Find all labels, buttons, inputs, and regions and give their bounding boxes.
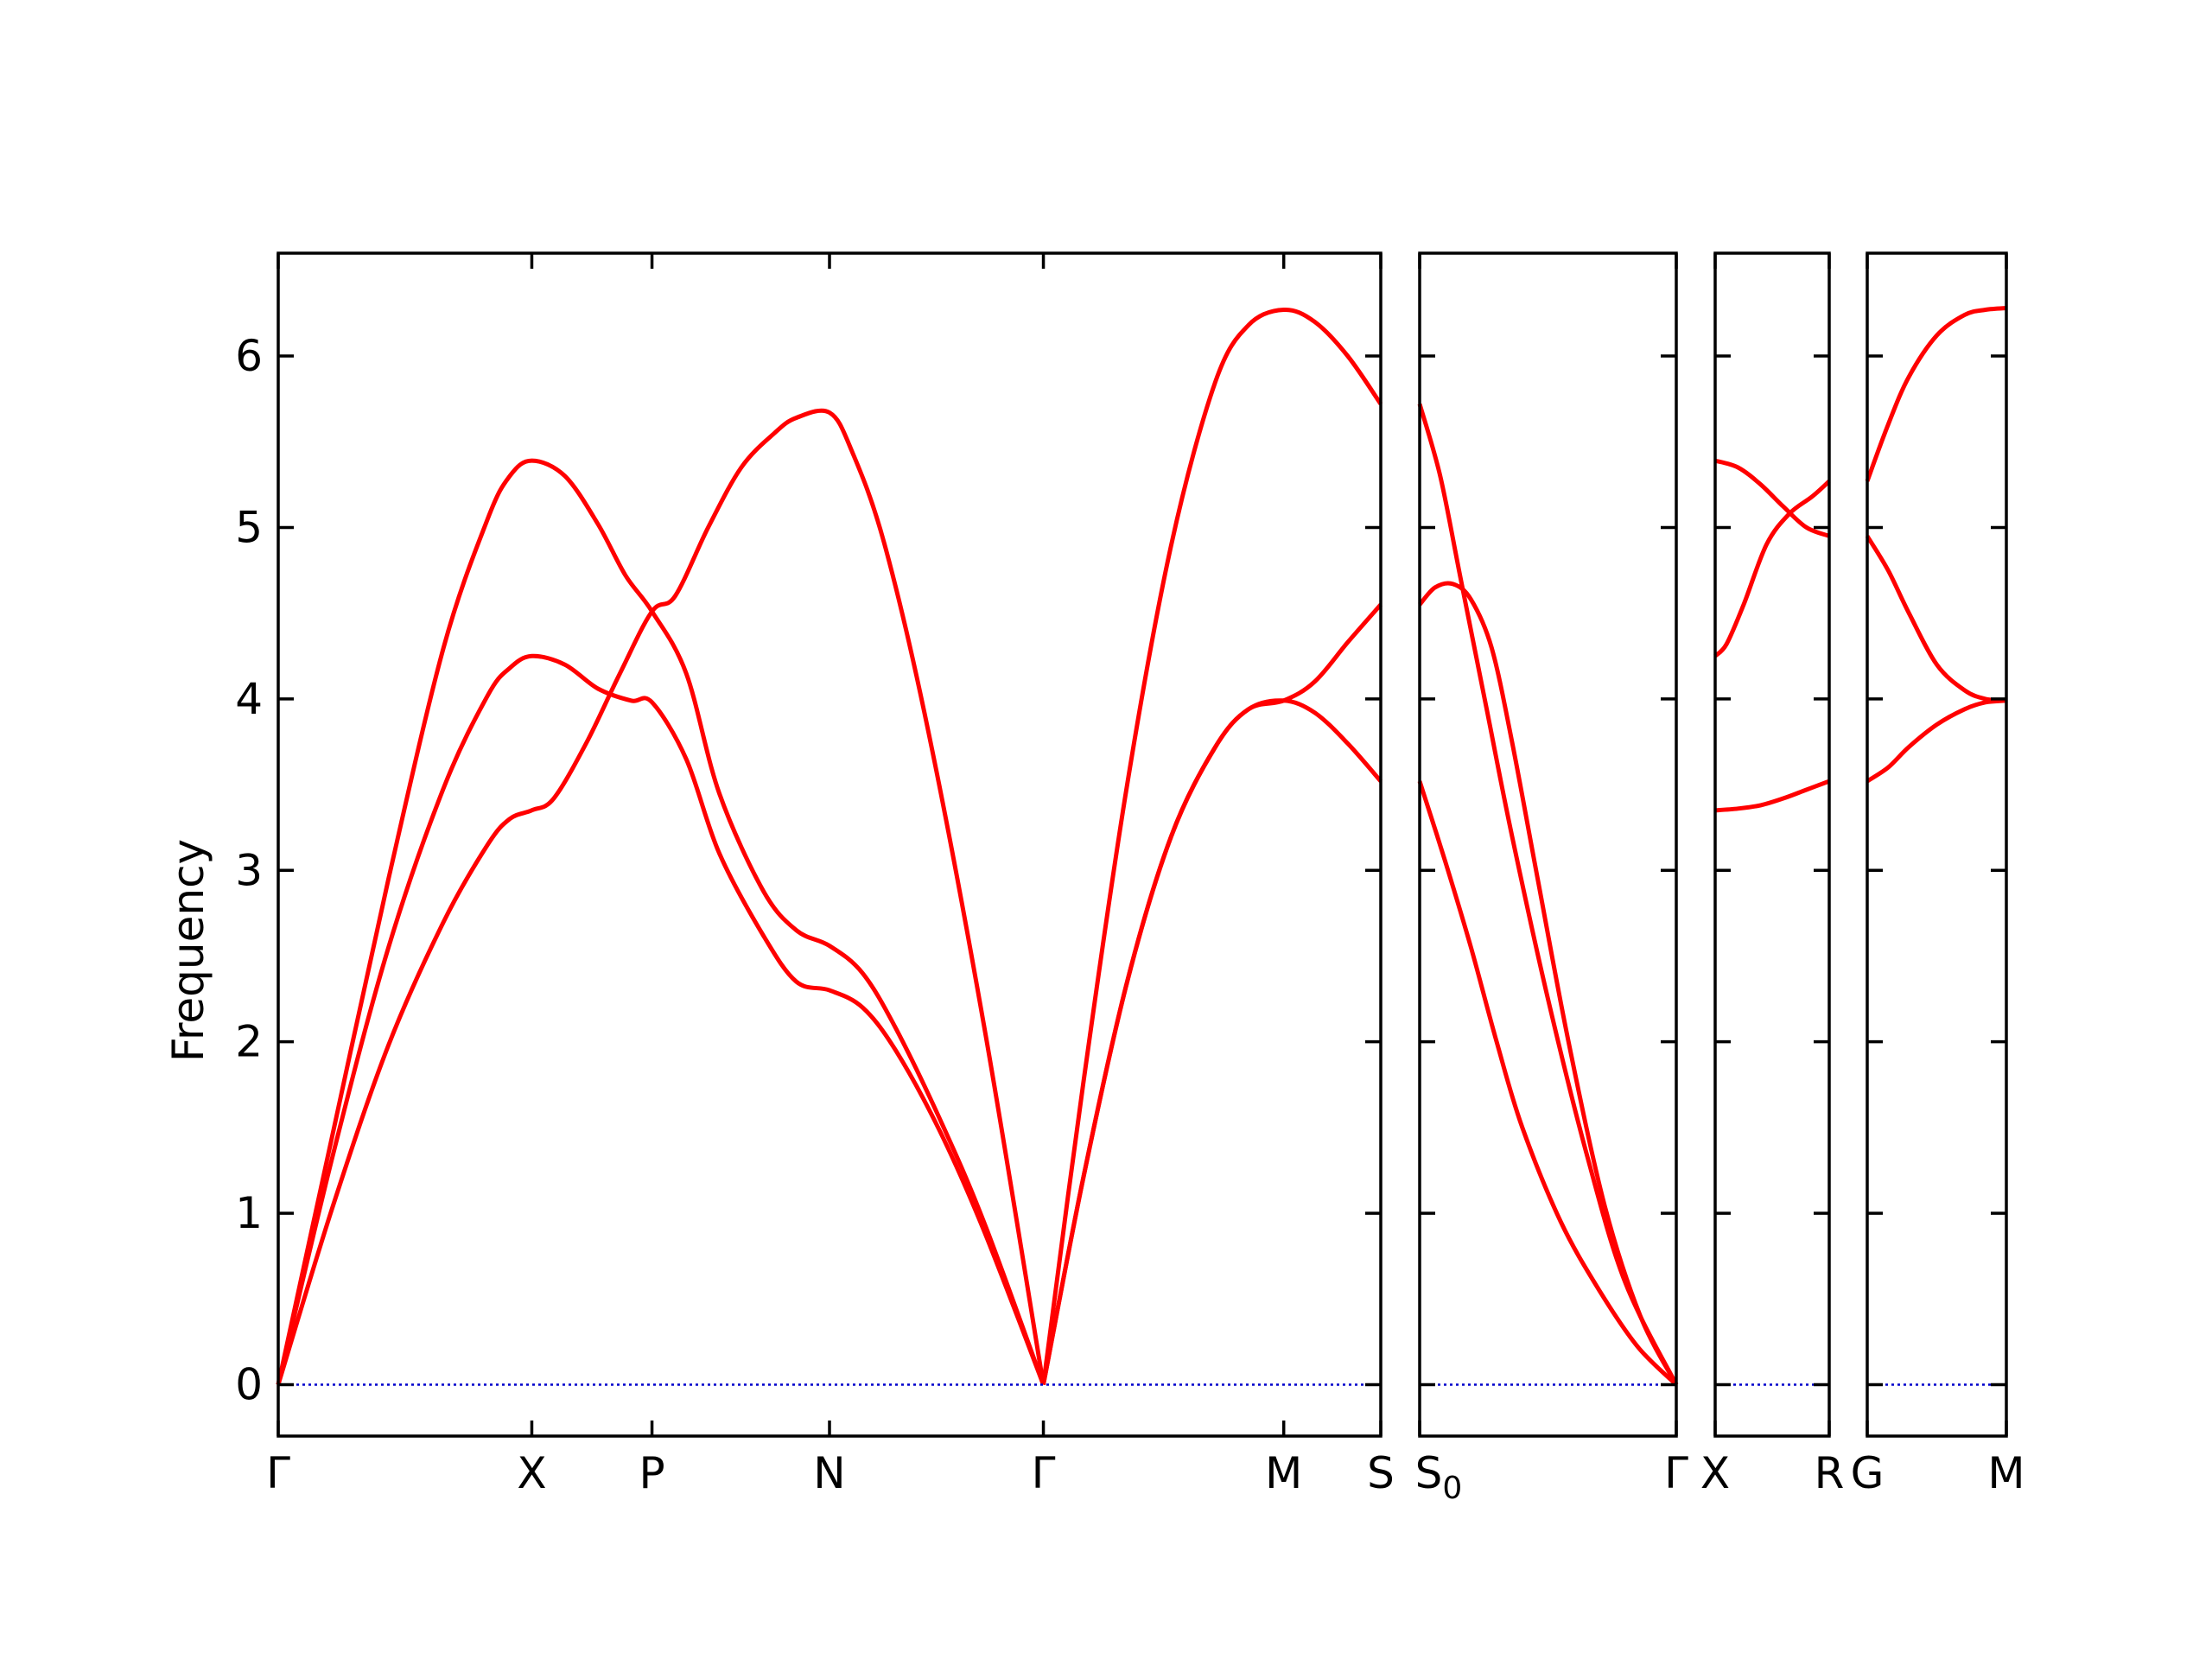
band-line-panel2-1 [1417, 403, 1679, 1386]
y-tick-label-2: 2 [235, 1017, 263, 1067]
x-tick-label-G: G [1851, 1448, 1885, 1498]
band-line-panel4-2 [1865, 535, 2007, 703]
tick-marks [276, 253, 2008, 1436]
x-tick-label-Γ: Γ [1032, 1448, 1056, 1498]
band-line-panel3-1 [1714, 458, 1830, 538]
x-tick-label-Γ: Γ [266, 1448, 290, 1498]
x-tick-label-S: S0 [1415, 1448, 1463, 1506]
band-lines [276, 306, 2007, 1387]
x-tick-label-M: M [1987, 1448, 2024, 1498]
panel-frame-4 [1866, 251, 2008, 1438]
y-tick-label-3: 3 [235, 845, 263, 895]
y-tick-label-0: 0 [235, 1359, 263, 1409]
band-line-panel1-6 [1041, 698, 1382, 1385]
y-tick-label-6: 6 [235, 331, 263, 381]
panel-frame-2 [1418, 251, 1678, 1438]
x-tick-label-X: X [517, 1448, 546, 1498]
band-line-panel1-2 [276, 653, 1046, 1386]
band-line-panel2-3 [1417, 780, 1678, 1387]
band-line-panel3-3 [1714, 779, 1830, 813]
y-tick-label-5: 5 [235, 502, 263, 552]
panel-frames [276, 251, 2008, 1438]
y-tick-label-4: 4 [235, 674, 263, 724]
band-line-panel4-3 [1866, 698, 2007, 784]
band-line-panel1-1 [276, 458, 1046, 1386]
band-line-panel4-1 [1865, 306, 2007, 482]
x-tick-label-N: N [813, 1448, 845, 1498]
x-tick-label-P: P [639, 1448, 664, 1498]
x-tick-label-subscript: 0 [1442, 1471, 1462, 1506]
band-line-panel2-2 [1418, 581, 1679, 1386]
x-tick-label-M: M [1265, 1448, 1302, 1498]
y-tick-label-1: 1 [235, 1188, 263, 1238]
x-tick-label-Γ: Γ [1664, 1448, 1688, 1498]
panel-frame-3 [1713, 251, 1831, 1438]
x-tick-label-R: R [1815, 1448, 1845, 1498]
band-line-panel3-2 [1713, 480, 1831, 658]
band-line-panel1-3 [276, 408, 1046, 1386]
x-tick-label-S: S [1367, 1448, 1395, 1498]
x-tick-label-X: X [1700, 1448, 1730, 1498]
y-axis-label: Frequency [163, 839, 213, 1062]
band-line-panel1-4 [1041, 307, 1383, 1385]
panel-frame-1 [276, 251, 1382, 1438]
